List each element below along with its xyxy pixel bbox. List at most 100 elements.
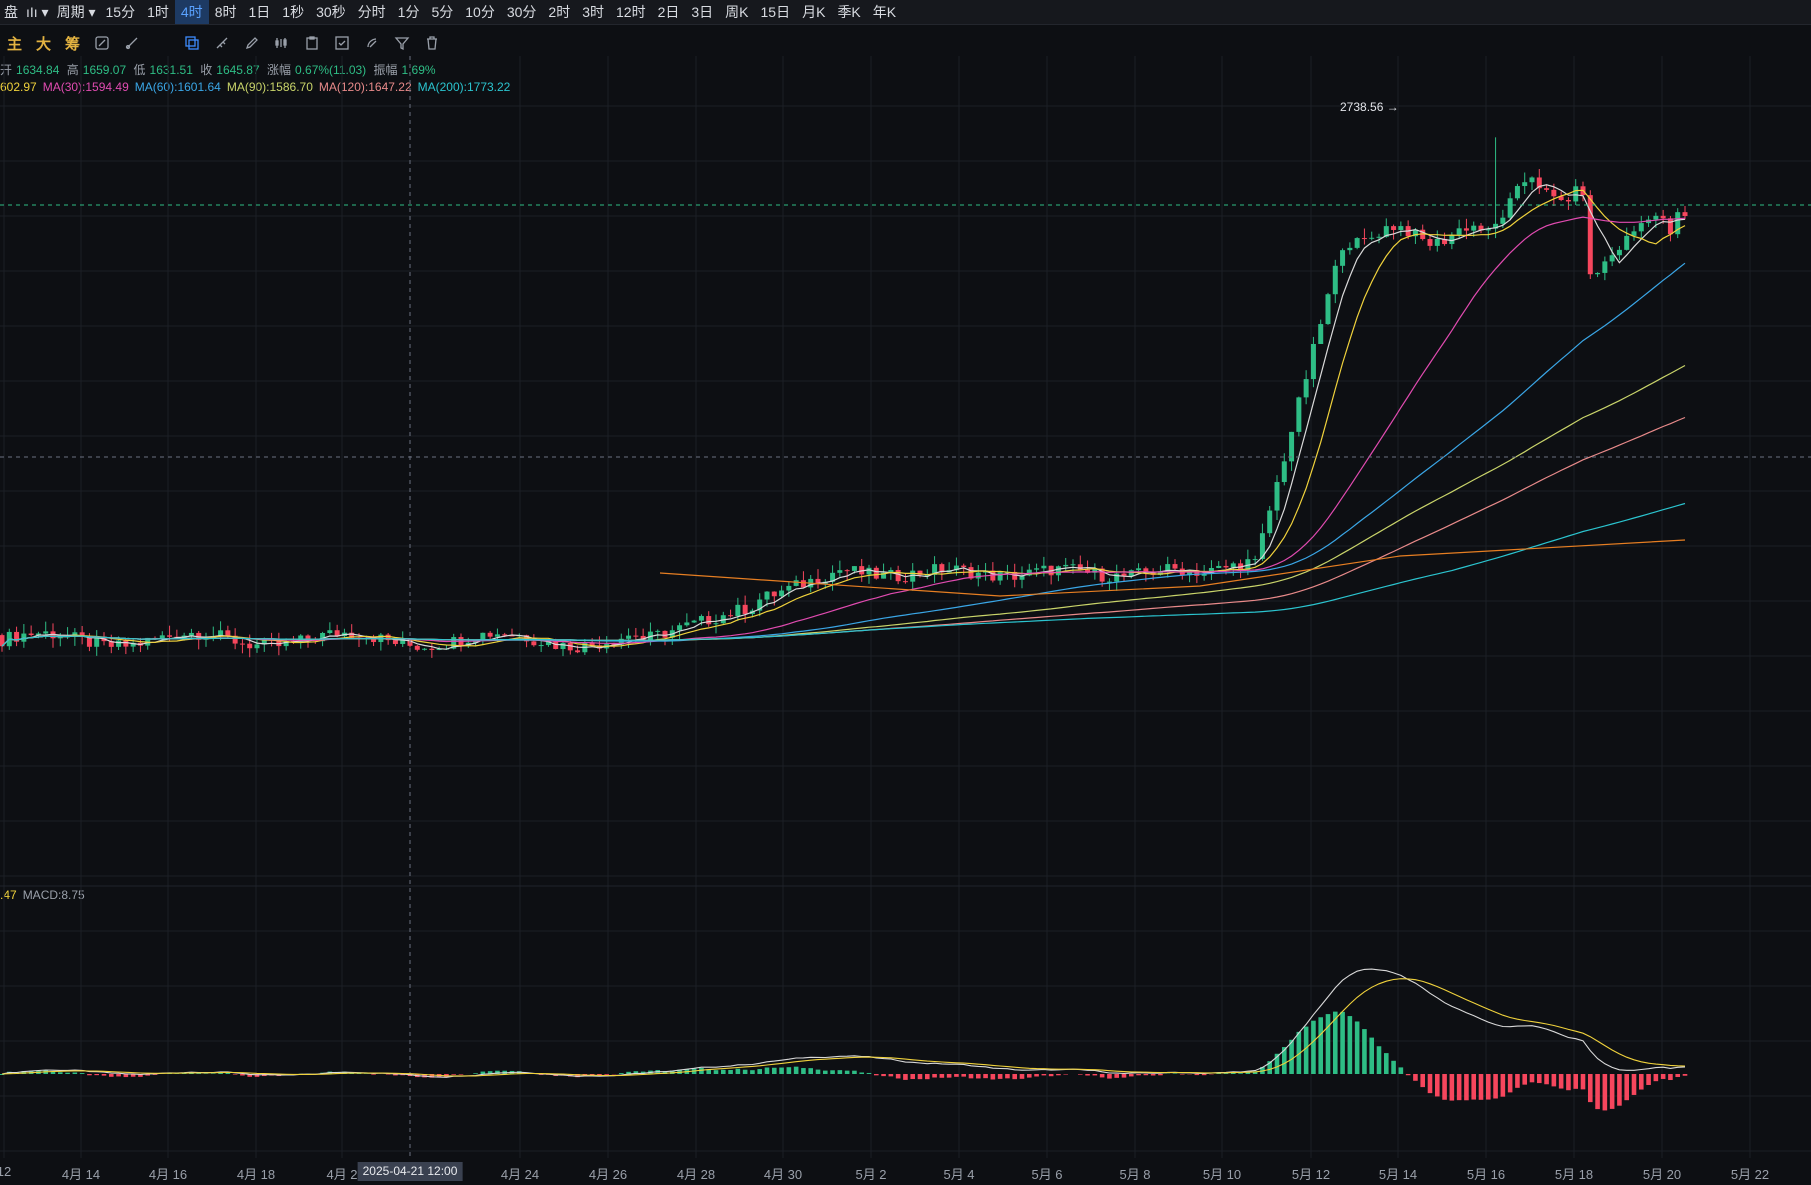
delete-icon[interactable] [421,32,443,54]
interval-tab[interactable]: 12时 [616,4,646,20]
macd-bar [65,1072,70,1074]
macd-bar [1383,1053,1389,1074]
candle-body [968,567,974,579]
candle-body [28,633,34,636]
macd-bar [1638,1074,1644,1090]
interval-tab[interactable]: 15分 [105,4,136,20]
indicator-chips-button[interactable]: 筹 [65,35,81,53]
top-toolbar: 盘 ıIı ▾ 周期 ▾ 15分 1时 4时 8时 1日 1秒 30秒 分时 1分 5分 10分 30… [0,0,1811,25]
macd-bar [888,1074,894,1077]
candle-body [1012,571,1018,580]
macd-bar [779,1067,784,1074]
candle-body [1187,570,1193,576]
interval-tab[interactable]: 1时 [147,4,169,20]
candle-body [502,634,508,636]
ma-line [1,189,1686,647]
macd-bar [1420,1074,1426,1088]
candle-body [1296,397,1302,432]
interval-tab[interactable]: 3日 [691,4,714,20]
candle-body [1376,236,1382,238]
ma-line [659,539,1686,597]
candle-body [1398,226,1404,230]
interval-tab[interactable]: 月K [802,4,826,20]
interval-tab[interactable]: 3时 [582,4,604,20]
candle-compare-icon[interactable] [271,32,293,54]
interval-tab[interactable]: 15日 [760,4,791,20]
interval-tab[interactable]: 1分 [397,4,420,20]
interval-tab[interactable]: 30分 [506,4,537,20]
macd-bar [1427,1074,1433,1094]
high-price-value: 2738.56 [1340,100,1384,114]
macd-bar [1617,1074,1622,1106]
candle-body [1638,223,1644,232]
interval-tab[interactable]: 5分 [431,4,454,20]
candle-body [1442,238,1448,245]
macd-bar [815,1069,821,1074]
candle-body [779,590,785,597]
candle-body [764,591,770,600]
candle-body [545,641,551,646]
macd-bar [356,1073,362,1074]
interval-tab[interactable]: 分时 [357,4,386,20]
select-icon[interactable] [181,32,203,54]
candle-body [1514,186,1520,199]
interval-tab[interactable]: 30秒 [316,4,346,20]
macd-bar [1245,1072,1251,1074]
candle-body [1325,294,1331,325]
candle-body [232,635,238,644]
draw-tools-icon[interactable] [91,32,113,54]
filter-icon[interactable] [391,32,413,54]
chart-style-dropdown[interactable]: ıIı ▾ [22,0,53,24]
candle-body [1041,565,1047,569]
candle-body [1354,238,1360,248]
macd-bar [597,1074,602,1076]
candle-body [429,648,435,650]
candle-body [538,645,544,647]
ma-legend: 602.97 MA(30):1594.49 MA(60):1601.64 MA(90)… [0,80,516,94]
clipboard-icon[interactable] [301,32,323,54]
macd-bar [72,1072,78,1074]
candle-body [655,630,661,632]
macd-bar [742,1069,748,1074]
candle-body [225,630,231,636]
interval-tab[interactable]: 2日 [657,4,680,20]
note-icon[interactable] [331,32,353,54]
macd-bar [837,1070,843,1074]
pen-icon[interactable] [241,32,263,54]
macd-bar [1507,1074,1513,1093]
price-chart[interactable] [0,56,1811,1158]
ruler-icon[interactable] [211,32,233,54]
change-label: 涨幅 [267,63,292,77]
macd-bar [990,1074,996,1080]
interval-tab[interactable]: 季K [837,4,861,20]
macd-bar [954,1074,959,1077]
macd-bar [1675,1074,1681,1078]
macd-bar [108,1074,114,1077]
candle-body [873,567,879,579]
interval-tab[interactable]: 2时 [548,4,571,20]
interval-tab[interactable]: 年K [872,4,897,20]
period-label: 周期 [56,4,85,20]
marker-icon[interactable] [361,32,383,54]
interval-tab[interactable]: 8时 [214,4,237,20]
candle-body [436,648,442,650]
period-dropdown[interactable]: 周期 ▾ [53,0,100,24]
macd-bar [1048,1074,1054,1077]
candle-body [400,639,406,644]
interval-tab[interactable]: 周K [725,4,749,20]
indicator-main-button[interactable]: 主 [7,35,23,53]
interval-tab[interactable]: 4时 [174,0,209,24]
indicator-large-button[interactable]: 大 [36,35,52,53]
macd-bar [1515,1074,1520,1088]
macd-bar [94,1074,100,1076]
macd-bar [1449,1074,1455,1101]
interval-tab[interactable]: 1秒 [282,4,305,20]
macd-bar [1522,1074,1528,1085]
macd-bar [1121,1074,1127,1078]
macd-bar [750,1070,755,1074]
candle-body [349,632,355,638]
interval-tab[interactable]: 10分 [465,4,495,20]
brush-icon[interactable] [121,32,143,54]
interval-tab[interactable]: 1日 [248,4,271,20]
market-label[interactable]: 盘 [4,4,18,20]
